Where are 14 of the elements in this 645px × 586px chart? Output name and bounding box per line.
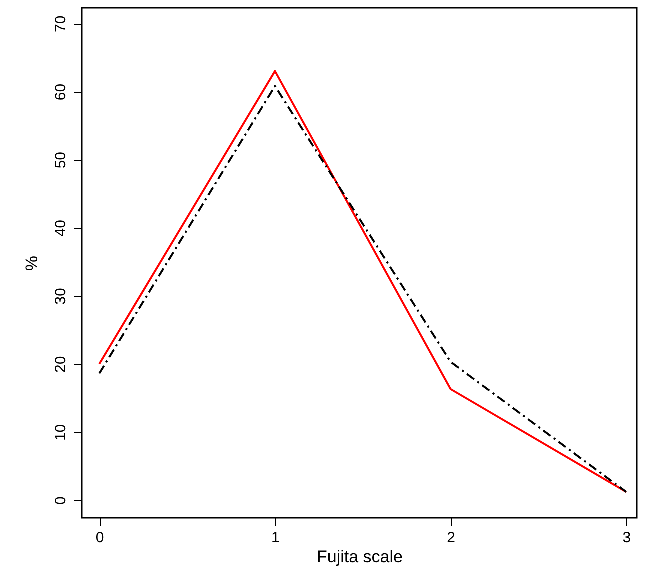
y-tick-label: 60	[52, 84, 70, 101]
y-tick-label: 30	[52, 288, 70, 305]
y-tick-label: 0	[52, 496, 70, 505]
x-tick-label: 0	[96, 530, 104, 546]
y-tick-label: 40	[52, 220, 70, 237]
y-axis-title: %	[22, 256, 42, 272]
x-tick-label: 1	[272, 530, 280, 546]
x-tick-label: 3	[622, 530, 632, 546]
y-tick-label: 70	[52, 16, 70, 33]
y-tick-label: 20	[52, 356, 70, 373]
x-tick-label: 2	[447, 530, 456, 546]
y-tick-label: 50	[52, 152, 70, 169]
x-axis-title: Fujita scale	[317, 548, 403, 566]
y-tick-label: 10	[52, 424, 70, 442]
